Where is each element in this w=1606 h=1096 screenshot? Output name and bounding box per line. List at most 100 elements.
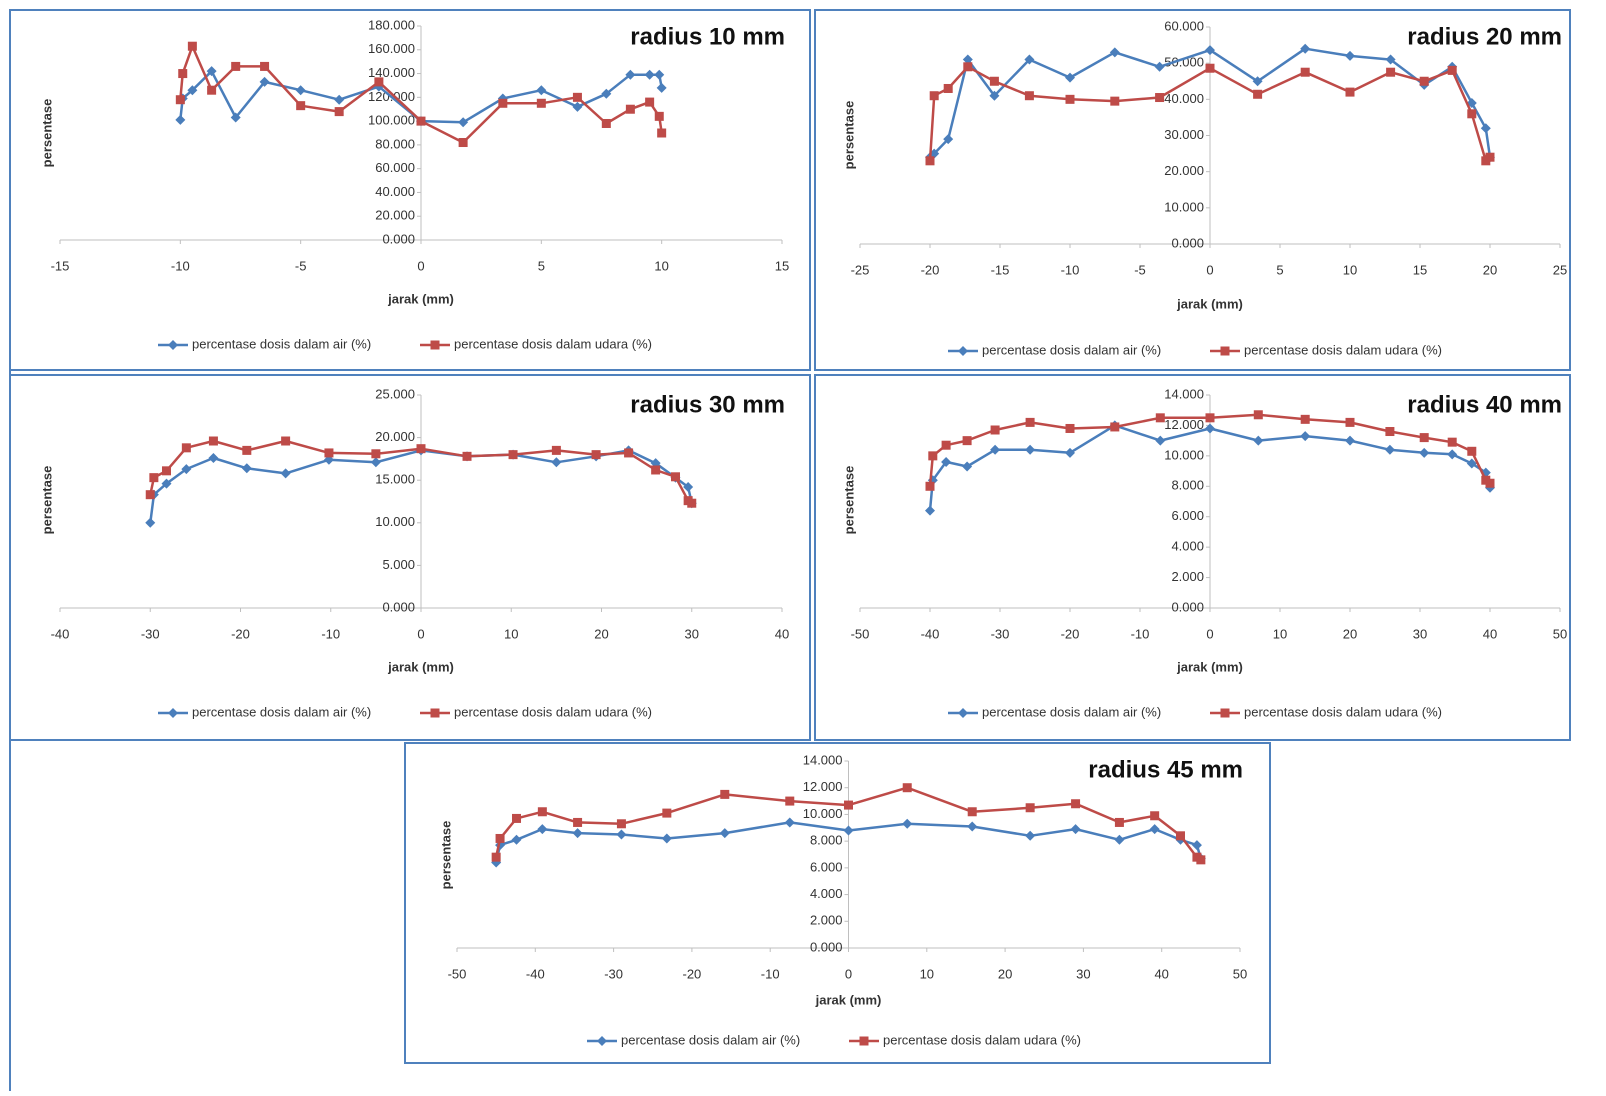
data-point [926, 156, 935, 165]
data-point [1150, 824, 1160, 834]
data-point [260, 62, 269, 71]
x-tick-label: 10 [504, 626, 518, 641]
data-point [1345, 436, 1355, 446]
x-tick-label: -10 [171, 258, 190, 273]
y-tick-label: 10.000 [1164, 199, 1204, 214]
x-axis-title: jarak (mm) [387, 291, 454, 306]
y-tick-label: 6.000 [810, 859, 843, 874]
chart-figure: 0.00020.00040.00060.00080.000100.000120.… [0, 0, 1606, 1091]
x-tick-label: 40 [1154, 966, 1168, 981]
y-tick-label: 20.000 [375, 429, 415, 444]
data-point [645, 98, 654, 107]
data-point [281, 437, 290, 446]
data-point [1486, 479, 1495, 488]
data-point [1448, 66, 1457, 75]
legend-marker [860, 1037, 869, 1046]
data-point [1192, 840, 1202, 850]
x-tick-label: 10 [1273, 626, 1287, 641]
data-point [552, 446, 561, 455]
legend-marker [1221, 709, 1230, 718]
y-tick-label: 5.000 [382, 557, 415, 572]
legend-label: percentase dosis dalam air (%) [621, 1032, 800, 1047]
data-point [1026, 418, 1035, 427]
x-tick-label: 0 [417, 626, 424, 641]
legend-marker [431, 709, 440, 718]
data-point [573, 93, 582, 102]
data-point [1467, 109, 1476, 118]
x-tick-label: 20 [1343, 626, 1357, 641]
y-tick-label: 25.000 [375, 386, 415, 401]
legend-label: percentase dosis dalam air (%) [982, 704, 1161, 719]
data-point [1025, 91, 1034, 100]
y-tick-label: 2.000 [810, 913, 843, 928]
x-tick-label: 20 [1483, 262, 1497, 277]
data-point [902, 819, 912, 829]
data-point [1486, 153, 1495, 162]
data-point [617, 819, 626, 828]
x-tick-label: -30 [991, 626, 1010, 641]
y-tick-label: 12.000 [1164, 417, 1204, 432]
data-point [178, 69, 187, 78]
data-point [231, 62, 240, 71]
y-axis-title: persentase [39, 99, 54, 168]
x-tick-label: 15 [1413, 262, 1427, 277]
data-point [671, 472, 680, 481]
data-point [1206, 64, 1215, 73]
data-point [1071, 799, 1080, 808]
data-point [1253, 90, 1262, 99]
y-tick-label: 0.000 [1171, 599, 1204, 614]
x-tick-label: -15 [51, 258, 70, 273]
data-point [1481, 123, 1491, 133]
legend-marker [1221, 347, 1230, 356]
y-tick-label: 100.000 [368, 113, 415, 128]
data-point [785, 797, 794, 806]
data-point [928, 451, 937, 460]
x-tick-label: -50 [448, 966, 467, 981]
x-tick-label: 30 [1076, 966, 1090, 981]
data-point [573, 818, 582, 827]
y-tick-label: 0.000 [1171, 235, 1204, 250]
data-point [417, 444, 426, 453]
page: 0.00020.00040.00060.00080.000100.000120.… [0, 0, 1606, 1091]
legend-marker [168, 340, 178, 350]
data-point [925, 506, 935, 516]
x-tick-label: -20 [1061, 626, 1080, 641]
legend-marker [958, 346, 968, 356]
data-point [720, 790, 729, 799]
data-point [371, 457, 381, 467]
y-tick-label: 0.000 [382, 599, 415, 614]
data-point [573, 828, 583, 838]
y-tick-label: 6.000 [1171, 508, 1204, 523]
y-tick-label: 12.000 [803, 779, 843, 794]
data-point [991, 425, 1000, 434]
x-tick-label: 0 [1206, 262, 1213, 277]
data-point [626, 105, 635, 114]
x-tick-label: 25 [1553, 262, 1567, 277]
data-point [242, 446, 251, 455]
data-point [990, 77, 999, 86]
y-tick-label: 20.000 [375, 208, 415, 223]
data-point [1066, 424, 1075, 433]
data-point [175, 115, 185, 125]
y-tick-label: 80.000 [375, 136, 415, 151]
data-point [374, 77, 383, 86]
data-point [662, 833, 672, 843]
x-tick-label: 40 [775, 626, 789, 641]
x-tick-label: 50 [1553, 626, 1567, 641]
data-point [1386, 68, 1395, 77]
data-point [1447, 449, 1457, 459]
data-point [537, 824, 547, 834]
x-tick-label: -30 [141, 626, 160, 641]
data-point [1071, 824, 1081, 834]
x-tick-label: 50 [1233, 966, 1247, 981]
x-tick-label: 10 [1343, 262, 1357, 277]
data-point [1345, 51, 1355, 61]
data-point [334, 95, 344, 105]
data-point [146, 490, 155, 499]
y-tick-label: 2.000 [1171, 569, 1204, 584]
y-axis-title: persentase [841, 101, 856, 170]
legend-label: percentase dosis dalam udara (%) [1244, 704, 1442, 719]
data-point [967, 821, 977, 831]
x-tick-label: 15 [775, 258, 789, 273]
data-point [1155, 436, 1165, 446]
